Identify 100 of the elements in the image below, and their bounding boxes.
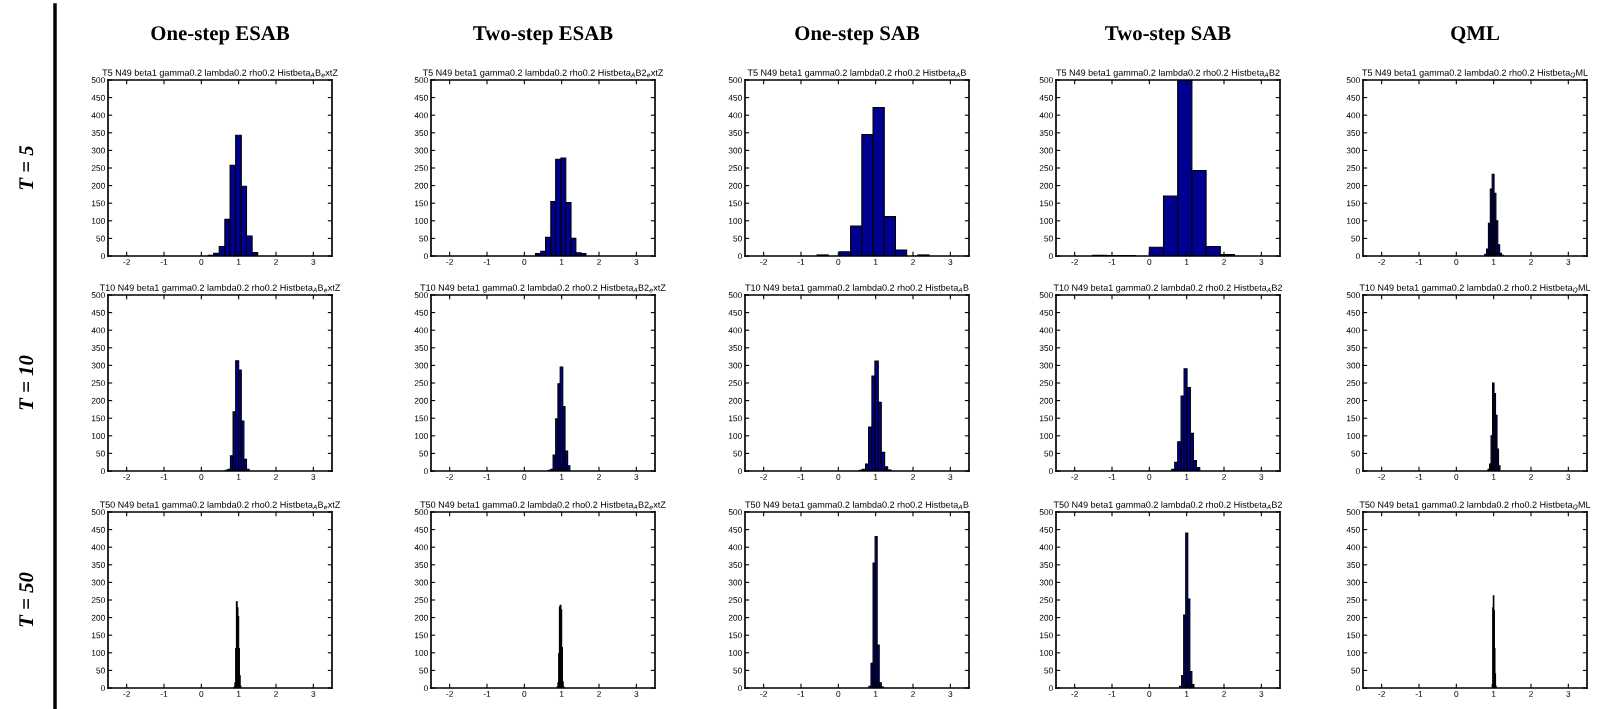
y-tick-label: 250: [1346, 380, 1360, 387]
y-tick-label: 450: [91, 526, 105, 533]
y-tick-label: 500: [1346, 292, 1360, 299]
y-tick-label: 450: [728, 309, 742, 316]
chart-title: T10 N49 beta1 gamma0.2 lambda0.2 rho0.2 Histbeta$_{A}$B2$_{e}$xtZ: [420, 284, 666, 293]
x-tick-label: -2: [1378, 474, 1385, 480]
y-tick-label: 500: [1346, 509, 1360, 516]
y-tick-label: 300: [1346, 147, 1360, 154]
y-tick-label: 300: [91, 147, 105, 154]
y-tick-label: 500: [414, 509, 428, 516]
y-tick-label: 150: [91, 200, 105, 207]
y-tick-label: 450: [1039, 309, 1053, 316]
x-tick-label: -2: [1071, 691, 1078, 697]
y-tick-label: 500: [1039, 509, 1053, 516]
y-tick-label: 100: [728, 650, 742, 656]
text: T = 5: [19, 145, 34, 190]
y-tick-label: 400: [1039, 327, 1053, 334]
y-tick-label: 50: [1044, 450, 1053, 457]
x-tick-label: 2: [1222, 259, 1226, 265]
y-tick-label: 50: [1044, 235, 1053, 242]
x-tick-label: 3: [948, 691, 953, 697]
x-tick-label: 1: [1491, 691, 1496, 697]
y-tick-label: 200: [1039, 182, 1053, 189]
x-tick-label: -1: [160, 259, 168, 265]
x-tick-label: 1: [873, 474, 878, 480]
y-tick-label: 200: [1346, 397, 1360, 404]
x-tick-label: 2: [1529, 474, 1533, 480]
chart-subtitle: T5 N49 beta1 gamma0.2 lambda0.2 rho0.2 Histbeta$_{A}$B2: [1056, 69, 1280, 78]
x-tick-label: 2: [911, 691, 915, 697]
y-tick-label: 150: [728, 200, 742, 207]
x-tick-label: 1: [1184, 691, 1189, 697]
y-tick-label: 100: [1039, 650, 1053, 656]
y-tick-label: 0: [1048, 253, 1053, 260]
y-tick-label: 0: [100, 253, 105, 260]
x-tick-label: 0: [199, 474, 204, 480]
x-tick-label: 1: [236, 691, 241, 697]
y-tick-label: 450: [414, 526, 428, 533]
x-tick-label: 0: [522, 259, 527, 265]
y-tick-label: 400: [414, 327, 428, 334]
y-tick-label: 100: [1039, 218, 1053, 224]
chart-title: T50 N49 beta1 gamma0.2 lambda0.2 rho0.2 Histbeta$_{Q}$ML: [1359, 501, 1591, 511]
y-tick-label: 400: [728, 112, 742, 119]
x-tick-label: 2: [597, 259, 601, 265]
x-tick-label: -2: [446, 259, 453, 265]
x-tick-label: 2: [1529, 691, 1533, 697]
y-tick-label: 0: [100, 685, 105, 692]
x-tick-label: 2: [274, 691, 278, 697]
y-tick-label: 0: [737, 685, 742, 692]
y-tick-label: 200: [91, 614, 105, 621]
x-tick-label: -2: [123, 259, 130, 265]
x-tick-label: -1: [797, 259, 805, 265]
chart-title: T50 N49 beta1 gamma0.2 lambda0.2 rho0.2 Histbeta$_{A}$B2: [1053, 501, 1283, 510]
y-tick-label: 0: [1355, 253, 1360, 260]
y-tick-label: 400: [91, 544, 105, 551]
x-tick-label: 3: [1259, 691, 1264, 697]
y-tick-label: 150: [1346, 415, 1360, 422]
y-tick-label: 0: [423, 253, 428, 260]
y-tick-label: 100: [91, 433, 105, 439]
y-tick-label: 150: [91, 415, 105, 422]
x-tick-label: -2: [1378, 259, 1385, 265]
x-tick-label: 3: [1566, 474, 1571, 480]
chart-title: T50 N49 beta1 gamma0.2 lambda0.2 rho0.2 Histbeta$_{A}$B$_{e}$xtZ: [99, 501, 341, 510]
y-tick-label: 150: [414, 415, 428, 422]
x-tick-label: 0: [199, 691, 204, 697]
chart-title: T50 N49 beta1 gamma0.2 lambda0.2 rho0.2 Histbeta$_{A}$B: [745, 501, 969, 510]
x-tick-label: 3: [1566, 259, 1571, 265]
y-tick-label: 250: [91, 165, 105, 172]
y-tick-label: 300: [414, 362, 428, 369]
y-tick-label: 250: [414, 597, 428, 604]
y-tick-label: 200: [1346, 182, 1360, 189]
x-tick-label: -1: [160, 474, 168, 480]
y-tick-label: 200: [414, 182, 428, 189]
y-tick-label: 50: [1351, 450, 1360, 457]
x-tick-label: 1: [1491, 259, 1496, 265]
y-tick-label: 450: [1346, 309, 1360, 316]
y-tick-label: 150: [414, 632, 428, 639]
y-tick-label: 150: [91, 632, 105, 639]
y-tick-label: 400: [414, 112, 428, 119]
y-tick-label: 350: [91, 562, 105, 568]
y-tick-label: 500: [91, 509, 105, 516]
y-tick-label: 400: [1346, 327, 1360, 334]
chart-subtitle: T5 N49 beta1 gamma0.2 lambda0.2 rho0.2 Histbeta$_{A}$B2$_{e}$xtZ: [422, 69, 664, 78]
y-tick-label: 500: [1039, 77, 1053, 84]
y-tick-label: 350: [91, 345, 105, 351]
y-tick-label: 0: [737, 253, 742, 260]
y-tick-label: 250: [1039, 165, 1053, 172]
y-tick-label: 150: [1346, 632, 1360, 639]
x-tick-label: 2: [911, 474, 915, 480]
chart-title: T10 N49 beta1 gamma0.2 lambda0.2 rho0.2 Histbeta$_{A}$B$_{e}$xtZ: [99, 284, 341, 293]
y-tick-label: 300: [91, 579, 105, 586]
y-tick-label: 450: [91, 309, 105, 316]
x-tick-label: 3: [634, 691, 639, 697]
y-tick-label: 100: [728, 218, 742, 224]
x-tick-label: 1: [236, 259, 241, 265]
x-tick-label: -1: [483, 691, 491, 697]
y-tick-label: 50: [96, 667, 105, 674]
x-tick-label: 3: [311, 259, 316, 265]
x-tick-label: -2: [1378, 691, 1385, 697]
y-tick-label: 0: [1355, 685, 1360, 692]
y-tick-label: 400: [1346, 112, 1360, 119]
